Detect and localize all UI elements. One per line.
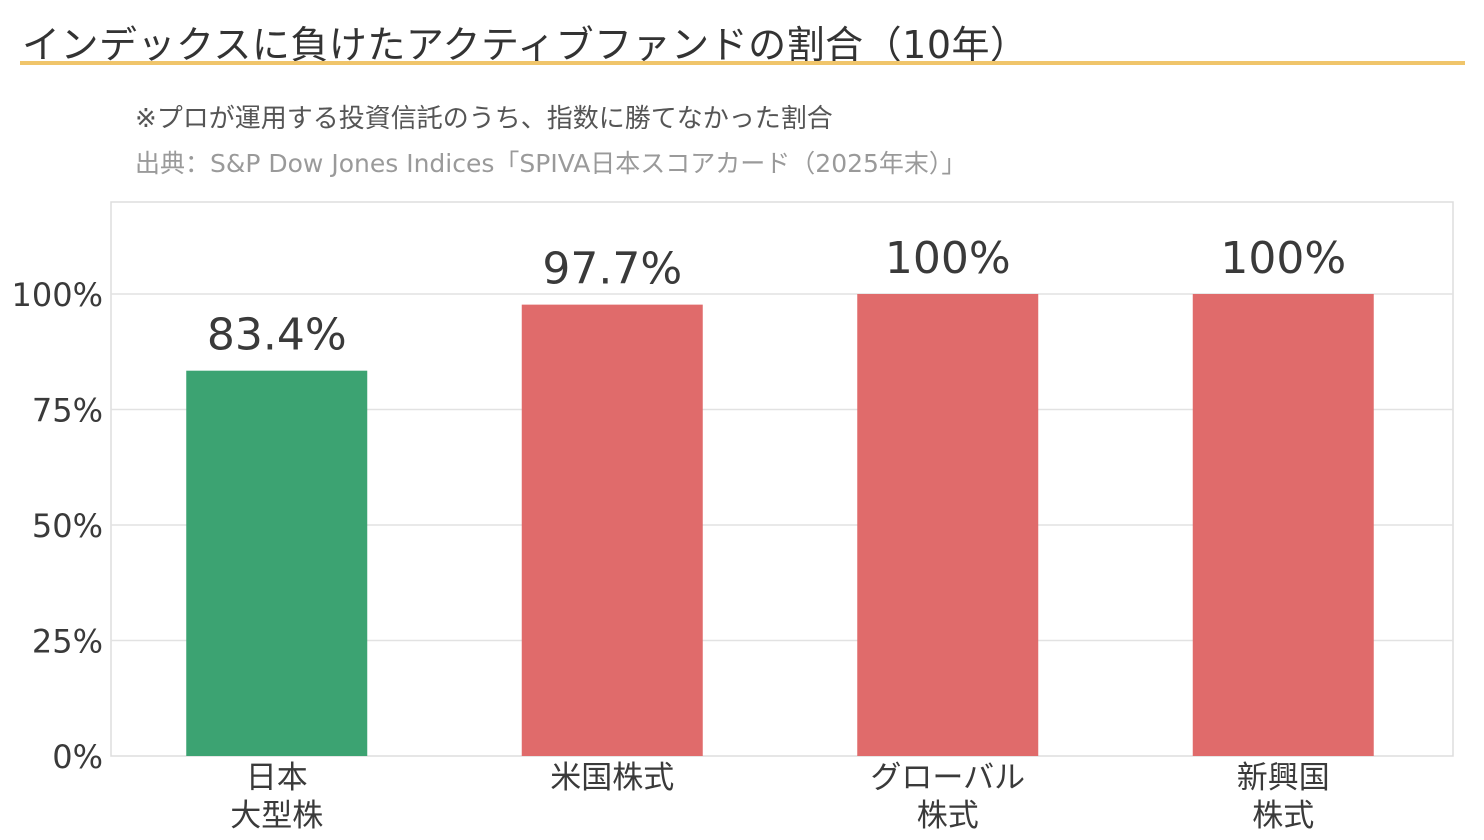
x-tick-label: 新興国 [1237, 760, 1330, 796]
bar [186, 370, 368, 756]
y-tick-label: 50% [32, 507, 103, 545]
x-tick-label: 米国株式 [550, 760, 674, 796]
x-tick-label: 株式 [917, 798, 979, 834]
y-tick-label: 25% [32, 623, 103, 661]
bar [857, 294, 1039, 756]
chart-title: インデックスに負けたアクティブファンドの割合（10年） [22, 23, 1029, 67]
x-tick-label: 日本 [246, 760, 308, 796]
data-label: 97.7% [542, 244, 682, 295]
data-label: 83.4% [207, 310, 347, 361]
x-tick-label: 株式 [1252, 798, 1314, 834]
source-note: 出典：S&P Dow Jones Indices「SPIVA日本スコアカード（2… [135, 149, 967, 178]
title-underline [20, 61, 1465, 65]
y-tick-label: 0% [52, 738, 103, 776]
x-tick-label: 大型株 [230, 798, 323, 834]
bar [1192, 294, 1374, 756]
bar [521, 304, 703, 756]
plot-frame [110, 201, 1454, 757]
y-tick-label: 75% [32, 392, 103, 430]
x-tick-label: グローバル [870, 760, 1025, 796]
data-label: 100% [885, 233, 1011, 284]
y-tick-label: 100% [12, 276, 103, 314]
data-label: 100% [1220, 233, 1346, 284]
chart-subtitle: ※プロが運用する投資信託のうち、指数に勝てなかった割合 [135, 104, 833, 134]
